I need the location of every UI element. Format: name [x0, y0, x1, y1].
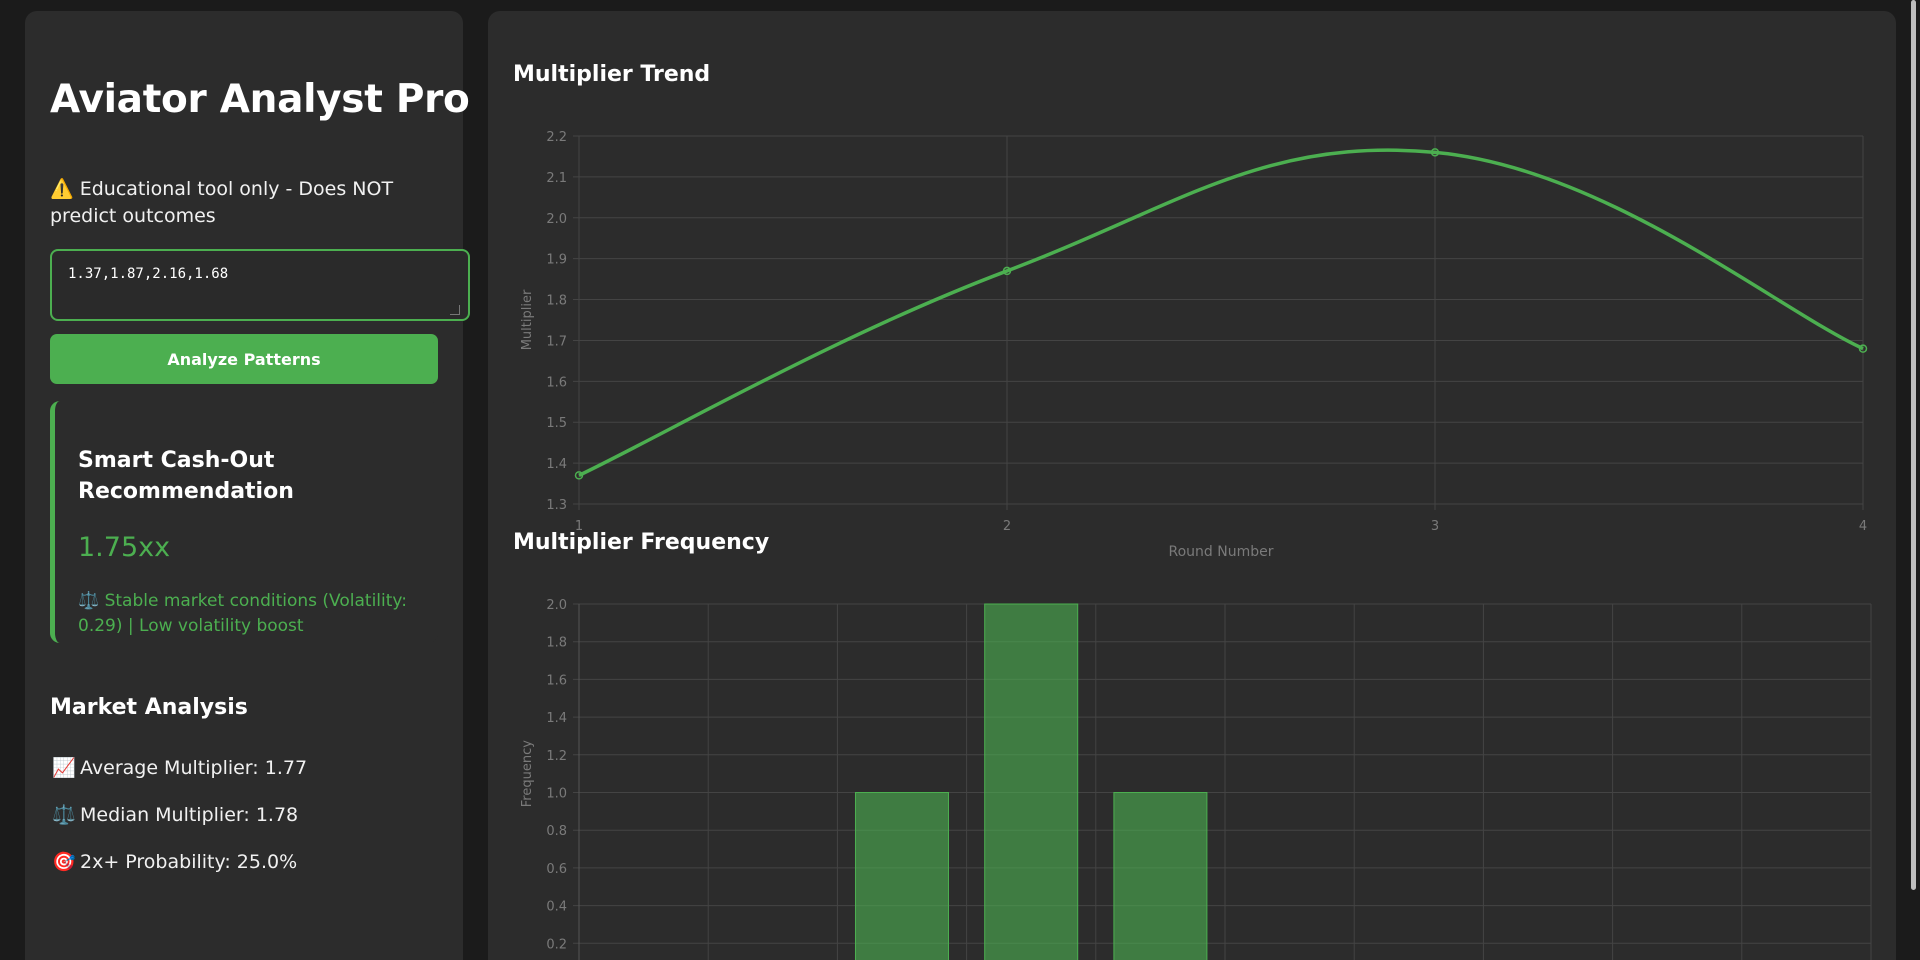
y-axis-label: Frequency [520, 740, 535, 807]
stat-2x-probability: 🎯 2x+ Probability: 25.0% [52, 850, 297, 873]
disclaimer-text: Educational tool only - Does NOT predict… [50, 178, 394, 227]
analyze-patterns-button[interactable]: Analyze Patterns [50, 334, 438, 384]
data-point [574, 471, 584, 480]
warning-icon: ⚠️ [50, 178, 74, 200]
frequency-bar [854, 792, 950, 960]
y-tick-label: 2.0 [546, 212, 567, 227]
y-tick-label: 1.0 [546, 787, 567, 802]
multipliers-input[interactable]: 1.37,1.87,2.16,1.68 [50, 249, 470, 321]
x-tick-label: 4 [1859, 519, 1867, 534]
scrollbar-thumb[interactable] [1911, 0, 1916, 890]
resize-handle-icon[interactable] [450, 305, 460, 315]
recommendation-title: Smart Cash-Out Recommendation [78, 448, 294, 504]
data-point [1002, 266, 1012, 276]
y-tick-label: 0.6 [546, 862, 567, 877]
y-tick-label: 1.7 [546, 334, 567, 349]
recommendation-note-text: Stable market conditions (Volatility: 0.… [78, 591, 407, 636]
y-tick-label: 1.4 [546, 711, 567, 726]
trend-line [578, 148, 1864, 477]
page-scrollbar[interactable] [1908, 0, 1920, 960]
multipliers-input-value: 1.37,1.87,2.16,1.68 [68, 266, 229, 282]
scale-icon: ⚖️ [52, 804, 76, 826]
y-tick-label: 1.6 [546, 673, 567, 688]
y-tick-label: 0.8 [546, 824, 567, 839]
market-analysis-title: Market Analysis [50, 695, 248, 720]
y-tick-label: 1.3 [546, 498, 567, 513]
data-point [1430, 148, 1440, 157]
recommendation-card: Smart Cash-Out Recommendation 1.75xx ⚖️ … [50, 401, 438, 643]
y-tick-label: 1.2 [546, 749, 567, 764]
stat-text: Average Multiplier: 1.77 [80, 757, 308, 779]
x-tick-label: 3 [1431, 519, 1439, 534]
frequency-chart: 2.0 1.8 1.6 1.4 1.2 1.0 0.8 0.6 0.4 0.2 Frequency [520, 598, 1872, 960]
y-tick-label: 1.8 [546, 294, 567, 309]
y-tick-label: 0.2 [546, 937, 567, 952]
data-point [1858, 344, 1868, 353]
x-axis-label: Round Number [1169, 544, 1274, 560]
frequency-chart-title: Multiplier Frequency [513, 530, 770, 555]
target-icon: 🎯 [52, 851, 76, 873]
trend-chart: 2.2 2.1 2.0 1.9 1.8 1.7 1.6 1.5 1.4 1.3 1 2 3 4 Round … [520, 130, 1868, 560]
frequency-bar [984, 603, 1079, 960]
y-tick-label: 1.8 [546, 636, 567, 651]
disclaimer-notice: ⚠️ Educational tool only - Does NOT pred… [50, 176, 410, 230]
x-tick-label: 2 [1003, 519, 1011, 534]
y-tick-label: 0.4 [546, 900, 567, 915]
y-tick-label: 1.6 [546, 375, 567, 390]
y-axis-label: Multiplier [520, 289, 535, 350]
scale-icon: ⚖️ [78, 591, 100, 611]
recommendation-value: 1.75xx [78, 532, 171, 563]
stat-average-multiplier: 📈 Average Multiplier: 1.77 [52, 756, 307, 779]
y-tick-label: 2.2 [546, 130, 567, 145]
app-title: Aviator Analyst Pro [50, 77, 470, 122]
y-tick-label: 1.9 [546, 253, 567, 268]
x-tick-label: 1 [575, 519, 583, 534]
recommendation-note: ⚖️ Stable market conditions (Volatility:… [78, 589, 418, 639]
trend-chart-title: Multiplier Trend [513, 62, 711, 87]
main-panel: Multiplier Trend 2.2 2.1 2.0 1.9 1.8 1.7 1.6 1.… [488, 11, 1896, 960]
y-tick-label: 2.0 [546, 598, 567, 613]
y-tick-label: 2.1 [546, 171, 567, 186]
stat-text: 2x+ Probability: 25.0% [80, 851, 298, 873]
chart-up-icon: 📈 [52, 757, 76, 779]
stat-text: Median Multiplier: 1.78 [80, 804, 299, 826]
stat-median-multiplier: ⚖️ Median Multiplier: 1.78 [52, 803, 298, 826]
sidebar: Aviator Analyst Pro ⚠️ Educational tool … [25, 11, 470, 960]
y-tick-label: 1.5 [546, 416, 567, 431]
frequency-bar [1113, 792, 1208, 960]
y-tick-label: 1.4 [546, 457, 567, 472]
